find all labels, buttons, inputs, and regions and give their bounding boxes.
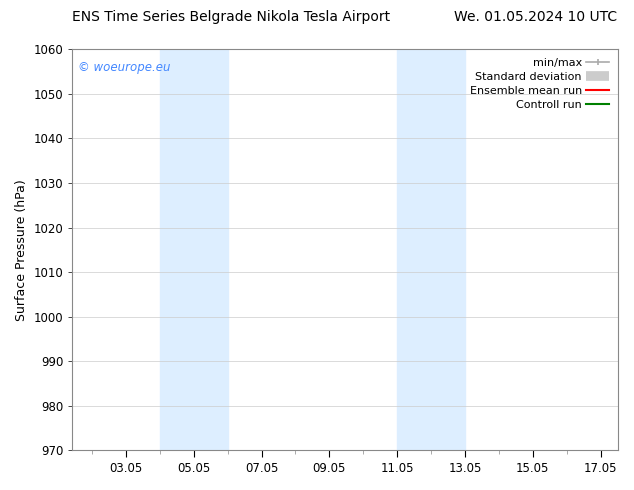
Text: We. 01.05.2024 10 UTC: We. 01.05.2024 10 UTC (455, 10, 618, 24)
Y-axis label: Surface Pressure (hPa): Surface Pressure (hPa) (15, 179, 28, 320)
Legend: min/max, Standard deviation, Ensemble mean run, Controll run: min/max, Standard deviation, Ensemble me… (467, 55, 612, 113)
Bar (160, 49, 228, 450)
Text: © woeurope.eu: © woeurope.eu (78, 61, 171, 74)
Bar (397, 49, 465, 450)
Text: ENS Time Series Belgrade Nikola Tesla Airport: ENS Time Series Belgrade Nikola Tesla Ai… (72, 10, 391, 24)
